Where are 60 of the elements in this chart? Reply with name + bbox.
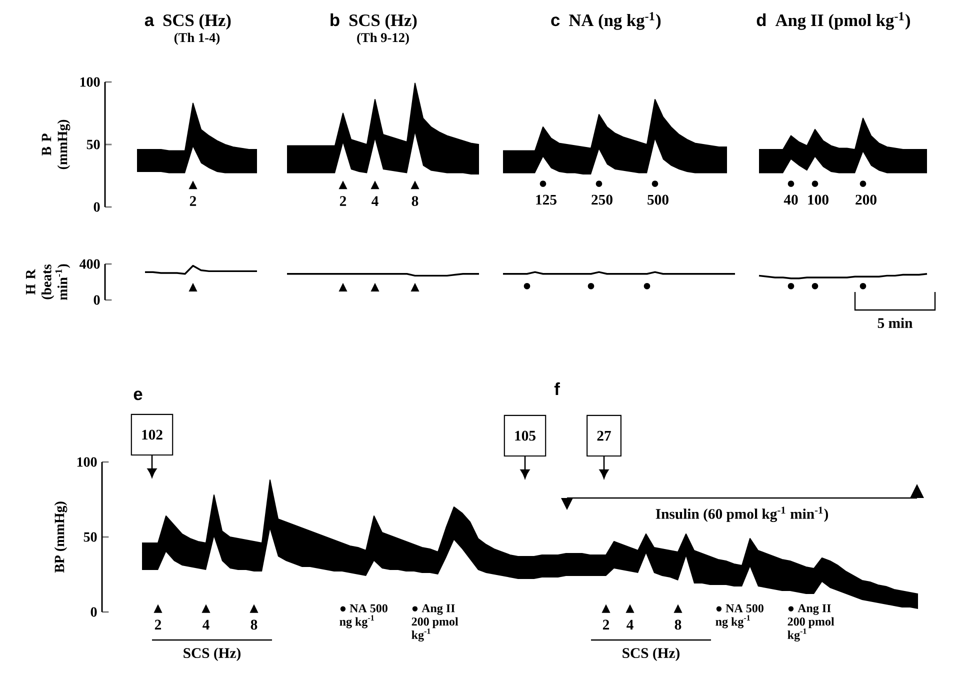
x-tick-label: ● xyxy=(860,282,866,290)
text: d xyxy=(756,13,766,26)
text: b xyxy=(330,13,340,26)
chart-title: NA (ng kg$^{-1}$) xyxy=(569,12,661,30)
x-tick-label: ● xyxy=(644,282,650,290)
y-tick-label: 0 xyxy=(90,607,97,617)
x-tick-label: ▲ 2 xyxy=(338,180,348,206)
text: 5 min xyxy=(878,318,913,328)
y-tick-label: 400 xyxy=(79,259,100,269)
x-tick-label: ● 500 xyxy=(648,180,668,205)
x-tick-label: ▲ 2 xyxy=(154,604,162,630)
y-axis-title: BP (mmHg) xyxy=(54,502,68,573)
x-tick-label: ▲ 2 xyxy=(188,180,198,206)
x-tick-label: ▲ 4 xyxy=(202,604,210,630)
y-tick-label: 100 xyxy=(80,77,100,87)
text: c xyxy=(551,16,560,26)
x-tick-label: ● 250 xyxy=(592,180,612,205)
text: e xyxy=(134,390,142,400)
chart-title: SCS (Hz) xyxy=(350,14,417,30)
text: 27 xyxy=(597,430,611,441)
y-tick-label: 50 xyxy=(86,140,100,150)
x-tick-label: ● xyxy=(524,282,530,290)
x-tick-label: ▲ 8 xyxy=(410,180,420,206)
x-tick-label: ▲ 8 xyxy=(674,604,682,630)
text: a xyxy=(144,16,154,26)
chart-title: Ang II (pmol kg$^{-1}$) xyxy=(775,12,910,30)
x-tick-label: ● xyxy=(588,282,594,290)
x-tick-label: ● NA 500 ng kg$^{-1}$ xyxy=(340,604,388,628)
y-tick-label: 0 xyxy=(94,295,100,305)
text: 102 xyxy=(142,430,162,440)
y-tick-label: 100 xyxy=(77,457,97,467)
x-tick-label: ▲ xyxy=(370,282,380,292)
x-tick-label: ▲ xyxy=(188,282,198,292)
x-tick-label: ● Ang II 200 pmol kg$^{-1}$ xyxy=(788,604,834,642)
y-axis-title: H R (beats min$^{-1}$) xyxy=(26,264,70,300)
x-tick-label: ● 40 xyxy=(784,180,798,205)
text: SCS (Hz) xyxy=(184,648,240,661)
text: SCS (Hz) xyxy=(622,648,680,661)
x-tick-label: ▲ 4 xyxy=(626,604,634,630)
chart-subtitle: (Th 1-4) xyxy=(174,32,220,45)
x-tick-label: ● xyxy=(812,282,818,290)
y-tick-label: 50 xyxy=(84,532,97,542)
x-tick-label: ● xyxy=(788,282,794,290)
annotation: Insulin (60 pmol kg$^{-1}$ min$^{-1}$) xyxy=(656,506,828,522)
y-tick-label: 0 xyxy=(94,202,100,212)
x-tick-label: ● NA 500 ng kg$^{-1}$ xyxy=(716,604,764,628)
chart-subtitle: (Th 9-12) xyxy=(357,32,409,45)
x-tick-label: ● 100 xyxy=(808,180,828,205)
x-tick-label: ▲ 8 xyxy=(250,604,258,630)
x-tick-label: ● 125 xyxy=(536,180,556,205)
chart-title: SCS (Hz) xyxy=(164,14,231,30)
text: 105 xyxy=(515,430,536,441)
x-tick-label: ▲ 2 xyxy=(602,604,610,630)
x-tick-label: ● 200 xyxy=(856,180,876,205)
y-axis-title: B P (mmHg) xyxy=(42,120,70,170)
text: f xyxy=(554,382,560,395)
x-tick-label: ● Ang II 200 pmol kg$^{-1}$ xyxy=(412,604,458,642)
x-tick-label: ▲ xyxy=(410,282,420,292)
x-tick-label: ▲ 4 xyxy=(370,180,380,206)
x-tick-label: ▲ xyxy=(338,282,348,292)
